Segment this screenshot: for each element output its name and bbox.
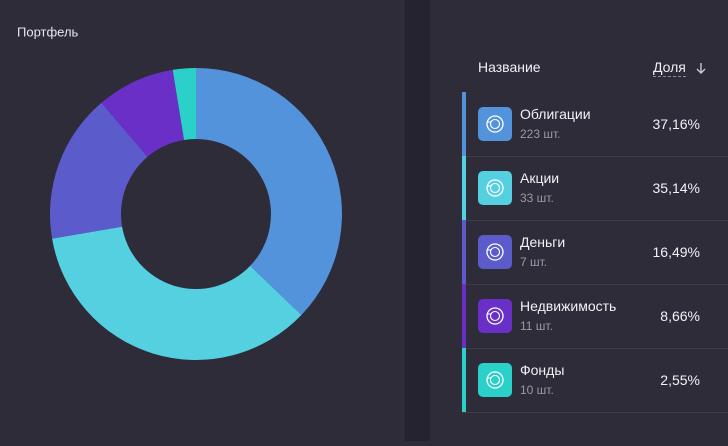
column-header[interactable]: Название — [478, 59, 541, 75]
table-row[interactable]: Фонды 10 шт. 2,55% — [462, 348, 728, 413]
asset-name: Акции — [520, 170, 560, 186]
asset-share: 16,49% — [652, 244, 700, 260]
asset-share: 2,55% — [660, 372, 700, 388]
row-color-bar — [462, 284, 466, 348]
asset-name: Деньги — [520, 234, 566, 250]
asset-count: 7 шт. — [520, 255, 548, 269]
table-panel: Название Доля Облигации 223 шт. 37,16% Акци… — [430, 0, 728, 441]
donut-segment — [196, 68, 342, 316]
asset-name: Облигации — [520, 106, 591, 122]
donut-segment — [49, 102, 148, 239]
sort-arrow[interactable] — [694, 61, 708, 75]
table-row[interactable]: Недвижимость 11 шт. 8,66% — [462, 284, 728, 349]
icon-glyph — [486, 371, 504, 389]
asset-icon — [478, 363, 512, 397]
asset-icon — [478, 299, 512, 333]
chart-title: Портфель — [17, 24, 79, 39]
asset-icon — [478, 235, 512, 269]
asset-name: Фонды — [520, 362, 565, 378]
asset-count: 11 шт. — [520, 319, 553, 333]
row-color-bar — [462, 92, 466, 156]
asset-count: 223 шт. — [520, 127, 561, 141]
divider — [405, 0, 430, 441]
icon-glyph — [486, 307, 504, 325]
row-color-bar — [462, 156, 466, 220]
asset-share: 35,14% — [652, 180, 700, 196]
asset-icon — [478, 171, 512, 205]
donut-segment — [52, 226, 302, 360]
table-row[interactable]: Акции 33 шт. 35,14% — [462, 156, 728, 221]
portfolio-panel: Портфель — [17, 24, 342, 360]
asset-name: Недвижимость — [520, 298, 617, 314]
row-color-bar — [462, 348, 466, 412]
row-color-bar — [462, 220, 466, 284]
icon-glyph — [486, 179, 504, 197]
donut-chart: Портфель — [17, 24, 342, 360]
asset-share: 8,66% — [660, 308, 700, 324]
table-row[interactable]: Облигации 223 шт. 37,16% — [462, 92, 728, 157]
donut-segment — [101, 69, 185, 157]
asset-icon — [478, 107, 512, 141]
asset-share: 37,16% — [652, 116, 700, 132]
table-row[interactable]: Деньги 7 шт. 16,49% — [462, 220, 728, 285]
sort-header[interactable]: Доля — [653, 59, 686, 77]
donut-segment — [172, 68, 196, 140]
asset-count: 10 шт. — [520, 383, 554, 397]
icon-glyph — [486, 243, 504, 261]
asset-count: 33 шт. — [520, 191, 554, 205]
icon-glyph — [486, 115, 504, 133]
